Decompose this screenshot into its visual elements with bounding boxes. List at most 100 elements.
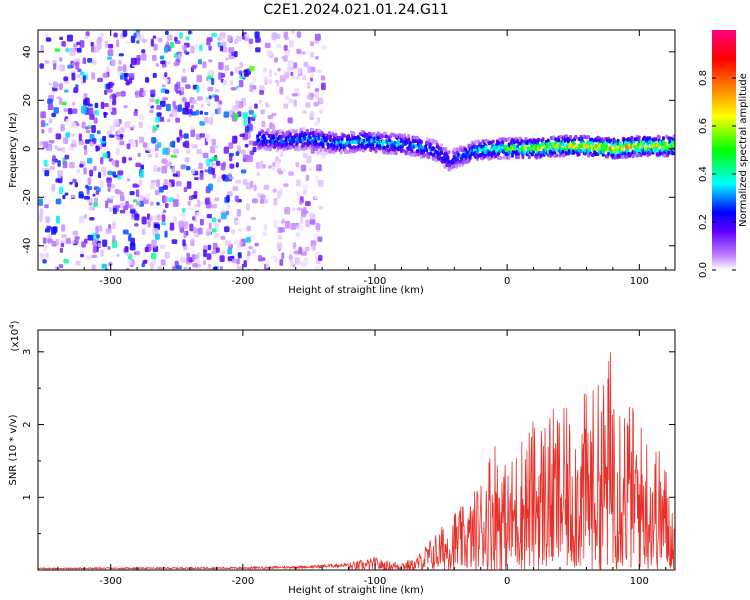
heat-cell bbox=[388, 138, 392, 143]
heat-cell bbox=[219, 45, 224, 52]
heat-cell bbox=[132, 199, 138, 203]
heat-cell bbox=[105, 83, 111, 90]
heat-cell bbox=[249, 84, 254, 93]
heat-cell bbox=[71, 108, 78, 114]
heat-cell bbox=[183, 133, 189, 139]
heat-cell bbox=[236, 35, 242, 42]
heat-cell bbox=[222, 79, 228, 86]
heat-cell bbox=[263, 136, 267, 141]
heat-cell bbox=[288, 132, 292, 137]
heat-cell bbox=[238, 79, 244, 88]
heat-cell bbox=[80, 253, 85, 258]
heat-cell bbox=[115, 160, 120, 168]
heat-cell bbox=[152, 125, 158, 131]
heat-cell bbox=[185, 166, 191, 171]
heat-cell bbox=[115, 136, 121, 140]
heat-cell bbox=[314, 122, 320, 127]
heat-cell bbox=[186, 181, 192, 189]
heat-cell bbox=[191, 111, 197, 116]
heat-cell bbox=[240, 169, 247, 174]
heat-cell bbox=[164, 46, 169, 53]
heat-cell bbox=[257, 255, 263, 262]
heat-cell bbox=[527, 155, 531, 159]
heat-cell bbox=[168, 161, 172, 167]
heat-cell bbox=[444, 147, 448, 152]
heat-cell bbox=[630, 135, 634, 140]
heat-cell bbox=[667, 150, 671, 155]
heat-cell bbox=[206, 98, 211, 104]
heat-cell bbox=[279, 86, 284, 95]
heat-cell bbox=[67, 64, 72, 69]
heat-cell bbox=[298, 225, 304, 232]
heat-cell bbox=[199, 44, 203, 51]
heat-cell bbox=[288, 171, 295, 176]
heat-cell bbox=[264, 102, 269, 106]
heat-cell bbox=[156, 214, 161, 221]
heat-cell bbox=[61, 146, 66, 153]
heat-cell bbox=[231, 229, 236, 235]
heat-cell bbox=[268, 165, 272, 169]
heat-cell bbox=[244, 33, 250, 38]
heat-cell bbox=[276, 44, 282, 49]
heat-cell bbox=[42, 194, 47, 199]
heat-cell bbox=[217, 218, 221, 223]
heat-cell bbox=[120, 91, 126, 97]
heat-cell bbox=[278, 170, 284, 175]
heat-cell bbox=[44, 170, 50, 177]
heat-cell bbox=[64, 138, 68, 145]
heat-cell bbox=[89, 169, 94, 177]
heat-cell bbox=[182, 107, 189, 115]
heat-cell bbox=[296, 179, 301, 187]
heat-cell bbox=[78, 139, 85, 146]
heat-cell bbox=[277, 67, 281, 72]
heat-cell bbox=[313, 233, 319, 241]
heat-cell bbox=[141, 49, 146, 54]
heat-cell bbox=[273, 198, 278, 206]
heat-cell bbox=[55, 215, 60, 224]
heat-cell bbox=[112, 171, 116, 177]
heat-cell bbox=[65, 118, 69, 125]
heat-cell bbox=[252, 198, 258, 204]
heat-cell bbox=[164, 252, 170, 259]
heat-cell bbox=[173, 61, 180, 67]
heat-cell bbox=[47, 238, 53, 244]
tick-label: 100 bbox=[630, 576, 649, 587]
heat-cell bbox=[43, 159, 48, 167]
heat-cell bbox=[152, 35, 157, 39]
heat-cell bbox=[74, 181, 79, 188]
heat-cell bbox=[162, 97, 168, 101]
heat-cell bbox=[190, 129, 196, 138]
heat-cell bbox=[78, 191, 84, 199]
heat-cell bbox=[271, 135, 275, 140]
heat-cell bbox=[147, 153, 153, 158]
heat-cell bbox=[287, 66, 291, 74]
heat-cell bbox=[206, 214, 212, 219]
heat-cell bbox=[204, 111, 209, 116]
heat-cell bbox=[160, 100, 166, 107]
heat-cell bbox=[189, 223, 194, 232]
heat-cell bbox=[217, 41, 221, 47]
heat-cell bbox=[180, 256, 186, 263]
heat-cell bbox=[247, 155, 254, 163]
heat-cell bbox=[96, 234, 100, 239]
heat-cell bbox=[236, 258, 240, 265]
colorbar-label: Normalized spectral amplitude bbox=[738, 73, 749, 227]
heat-cell bbox=[314, 139, 318, 144]
heat-cell bbox=[235, 179, 242, 184]
heat-cell bbox=[232, 135, 238, 144]
heat-cell bbox=[199, 133, 205, 138]
heat-cell bbox=[84, 214, 88, 219]
heat-cell bbox=[211, 204, 218, 209]
heat-cell bbox=[105, 228, 112, 234]
heat-cell bbox=[305, 201, 311, 207]
heat-cell bbox=[456, 152, 460, 157]
heat-cell bbox=[176, 137, 180, 143]
heat-cell bbox=[305, 219, 311, 228]
heat-cell bbox=[296, 207, 303, 211]
heat-cell bbox=[151, 54, 157, 61]
heat-cell bbox=[250, 216, 256, 221]
heat-cell bbox=[339, 150, 343, 155]
heat-cell bbox=[102, 135, 107, 142]
heat-cell bbox=[244, 73, 249, 78]
